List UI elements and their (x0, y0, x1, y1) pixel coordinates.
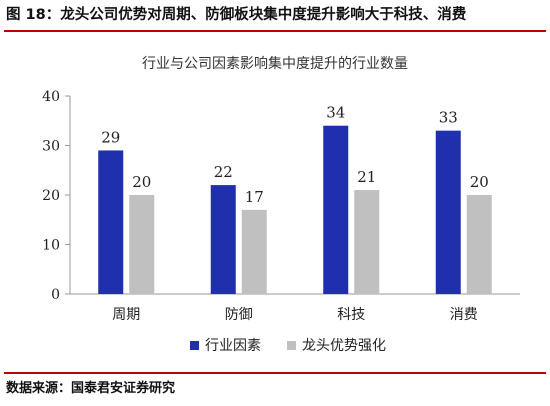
chart-title: 行业与公司因素影响集中度提升的行业数量 (142, 55, 408, 72)
y-tick-label: 10 (42, 238, 60, 254)
legend-swatch (287, 341, 296, 350)
bar (435, 130, 461, 294)
data-label: 20 (132, 173, 151, 191)
data-label: 22 (214, 163, 233, 181)
bar (98, 150, 124, 294)
x-tick-label: 周期 (112, 307, 140, 323)
x-tick-label: 科技 (337, 307, 365, 323)
data-label: 34 (326, 104, 345, 122)
bar (323, 125, 349, 294)
y-tick-label: 20 (42, 188, 60, 204)
y-axis: 0 10 20 30 40 (42, 89, 71, 303)
bar (129, 195, 155, 294)
y-tick-label: 30 (42, 139, 60, 155)
bar (354, 190, 380, 294)
data-label: 33 (439, 109, 458, 127)
legend-label: 行业因素 (205, 338, 261, 354)
bar (466, 195, 492, 294)
bar (241, 209, 267, 294)
bar-chart: 行业与公司因素影响集中度提升的行业数量 0 10 20 30 40 周期 防御 科技 消费 2… (42, 55, 520, 354)
data-label: 21 (357, 168, 376, 186)
legend: 行业因素 龙头优势强化 (190, 338, 386, 354)
figure-title: 图 18：龙头公司优势对周期、防御板块集中度提升影响大于科技、消费 (6, 7, 467, 23)
bar (210, 185, 236, 294)
data-label: 20 (470, 173, 489, 191)
source-rule (4, 372, 546, 374)
y-tick-label: 0 (51, 287, 60, 303)
x-tick-label: 防御 (225, 307, 253, 323)
x-tick-label: 消费 (450, 307, 478, 323)
data-label: 17 (245, 188, 264, 206)
title-rule (4, 30, 546, 32)
legend-swatch (190, 341, 199, 350)
y-tick-label: 40 (42, 89, 60, 105)
data-label: 29 (101, 128, 120, 146)
source-note: 数据来源：国泰君安证券研究 (6, 381, 176, 396)
bars: 29 20 22 17 34 21 33 20 (98, 104, 492, 294)
x-axis: 周期 防御 科技 消费 (70, 293, 520, 323)
legend-label: 龙头优势强化 (302, 338, 386, 354)
